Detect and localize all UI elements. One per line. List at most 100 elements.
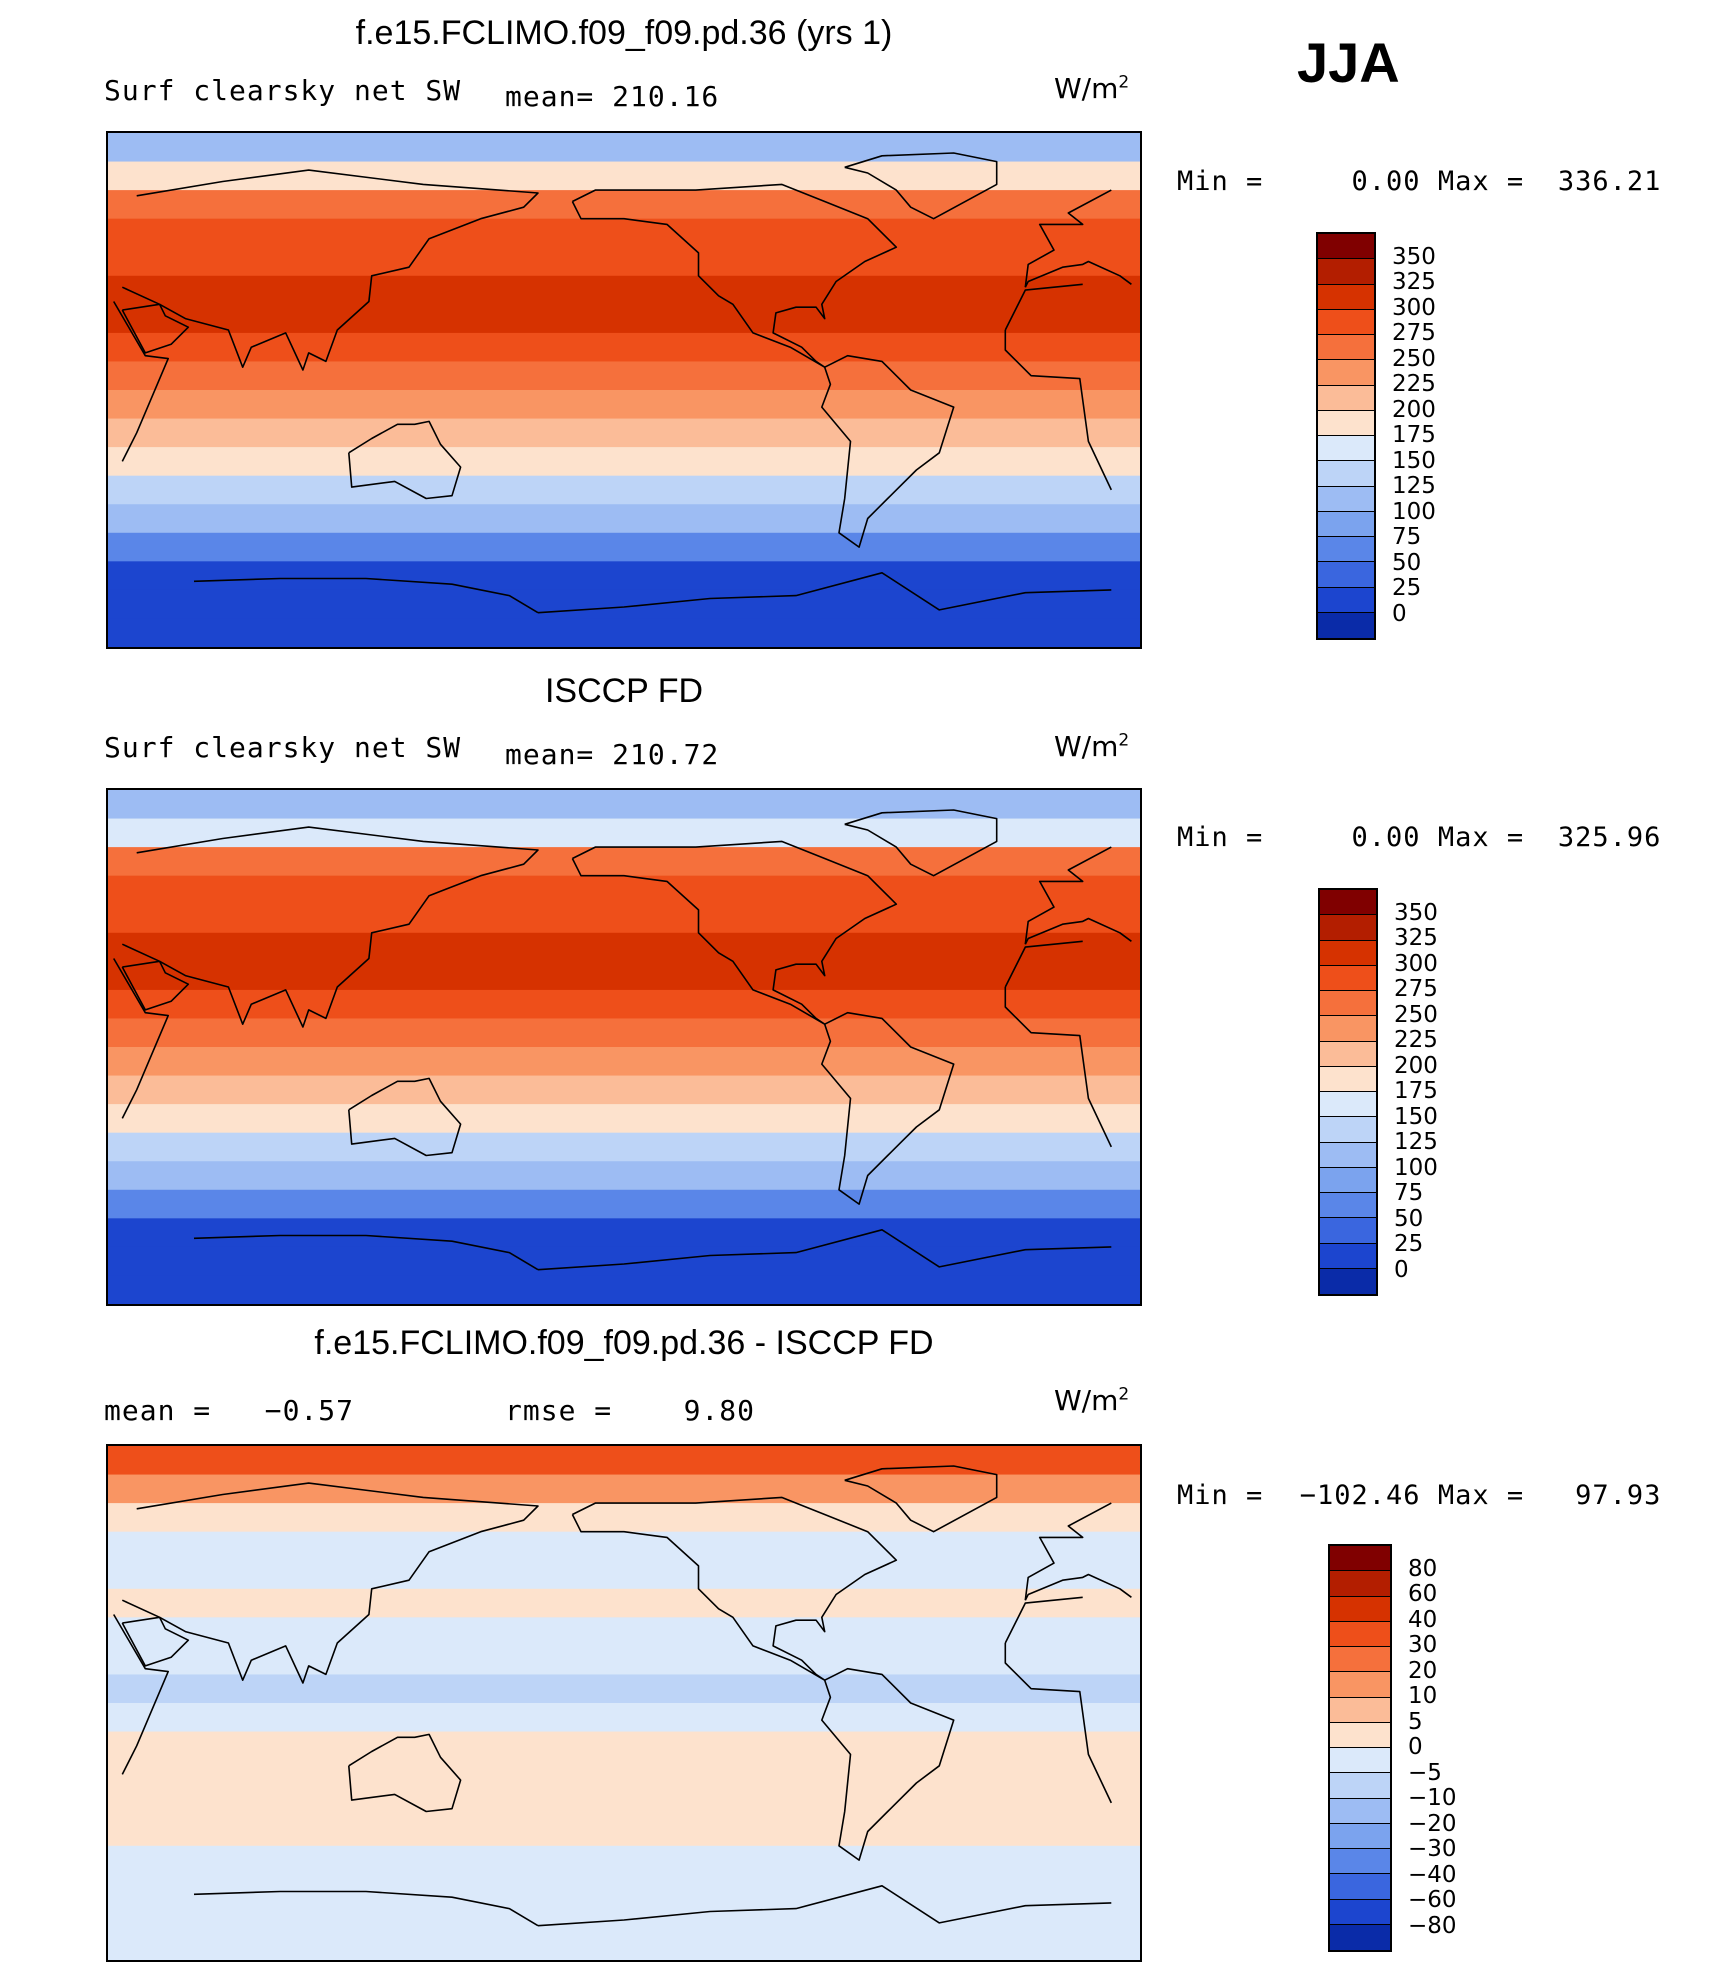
coastline [348, 420, 462, 500]
panel1-minmax: Min = 0.00 Max = 336.21 [1177, 166, 1661, 197]
panel3-units: W/m2 [1054, 1384, 1130, 1417]
colorbar-tick-label: 60 [1408, 1581, 1438, 1607]
lat-band-cell [108, 475, 1140, 505]
colorbar-tick-label: −20 [1408, 1810, 1457, 1837]
colorbar-tick-label: 40 [1408, 1606, 1438, 1633]
coastline [113, 958, 170, 1119]
lat-band-cell [108, 247, 1140, 277]
lat-band-cell [108, 1161, 1140, 1191]
coastline [1004, 330, 1113, 491]
colorbar-swatch [1320, 1218, 1376, 1244]
coastline [1004, 283, 1083, 331]
lat-band-cell [108, 1845, 1140, 1875]
coastline [571, 183, 898, 368]
panel2-max-label: Max = [1437, 822, 1525, 853]
colorbar-tick-label: 75 [1392, 524, 1422, 550]
colorbar-swatch [1318, 461, 1374, 487]
lat-band-cell [108, 1104, 1140, 1134]
colorbar-tick-label: 50 [1394, 1205, 1424, 1232]
colorbar-swatch [1320, 1041, 1376, 1067]
lat-band-cell [108, 1446, 1140, 1476]
colorbar-swatch [1330, 1621, 1390, 1647]
coastline [121, 1616, 190, 1667]
panel2-mean-label: mean= 210.72 [505, 738, 720, 771]
lat-band-cell [108, 447, 1140, 477]
coastline [1024, 846, 1112, 945]
colorbar-swatch [1330, 1596, 1390, 1622]
coastline [121, 1482, 539, 1684]
colorbar-tick-label: 225 [1394, 1027, 1438, 1053]
colorbar-tick-label: −10 [1408, 1785, 1457, 1811]
lat-band-cell [108, 561, 1140, 591]
colorbar-swatch [1318, 410, 1374, 436]
colorbar-swatch [1330, 1748, 1390, 1774]
colorbar-swatch [1330, 1697, 1390, 1723]
colorbar-tick-label: 75 [1394, 1180, 1424, 1206]
colorbar-tick-label: 50 [1392, 549, 1422, 576]
lat-band-cell [108, 818, 1140, 848]
colorbar-tick-label: 300 [1394, 950, 1438, 977]
colorbar-tick-label: 10 [1408, 1683, 1438, 1709]
panel1-mean-label: mean= 210.16 [505, 80, 720, 113]
colorbar-swatch [1330, 1647, 1390, 1673]
lat-band-cell [108, 1218, 1140, 1248]
coastline [1004, 1643, 1113, 1804]
colorbar-tick-label: 175 [1394, 1078, 1438, 1104]
colorbar-swatch [1320, 965, 1376, 991]
lat-band-cell [108, 989, 1140, 1019]
colorbar-swatch [1318, 259, 1374, 285]
lat-band-cell [108, 304, 1140, 334]
coastline [844, 152, 998, 220]
coastline [1004, 940, 1083, 988]
colorbar-tick-label: 275 [1394, 976, 1438, 1002]
lat-band-cell [108, 847, 1140, 877]
panel1-min-label: Min = [1177, 166, 1264, 197]
colorbar-tick-label: 200 [1392, 396, 1436, 423]
lat-band-cell [108, 190, 1140, 220]
colorbar-swatch [1318, 511, 1374, 537]
coastline [1024, 1502, 1112, 1601]
lat-band-cell [108, 1617, 1140, 1647]
panel1-units: W/m2 [1054, 72, 1130, 105]
colorbar-tick-label: 350 [1394, 899, 1438, 926]
panel2-units: W/m2 [1054, 730, 1130, 763]
lat-band-cell [108, 1817, 1140, 1847]
colorbar-tick-label: 0 [1394, 1256, 1409, 1283]
panel2-minmax: Min = 0.00 Max = 325.96 [1177, 822, 1661, 853]
lat-band-cell [108, 1560, 1140, 1590]
colorbar-tick-label: 150 [1394, 1103, 1438, 1130]
colorbar-tick-label: −40 [1408, 1861, 1457, 1888]
colorbar-swatch [1318, 360, 1374, 386]
colorbar-swatch [1318, 234, 1374, 260]
lat-band-cell [108, 1018, 1140, 1048]
colorbar-swatch [1320, 1268, 1376, 1294]
coastline [348, 1733, 462, 1813]
coastline [537, 571, 1112, 614]
panel3-min-value: −102.46 [1299, 1480, 1421, 1511]
coastline [1024, 260, 1132, 288]
colorbar-swatch [1318, 436, 1374, 462]
panel3-max-label: Max = [1437, 1480, 1525, 1511]
lat-band-cell [108, 790, 1140, 820]
colorbar-swatch [1320, 1092, 1376, 1118]
coastline [537, 1884, 1112, 1927]
colorbar-swatch [1320, 890, 1376, 916]
panel1-title: f.e15.FCLIMO.f09_f09.pd.36 (yrs 1) [355, 14, 893, 52]
panel3-map [106, 1444, 1142, 1962]
colorbar-swatch [1318, 284, 1374, 310]
lat-band-cell [108, 961, 1140, 991]
colorbar-swatch [1318, 309, 1374, 335]
colorbar-tick-label: 325 [1392, 269, 1436, 295]
panel3-colorbar [1328, 1544, 1392, 1952]
lat-band-cell [108, 875, 1140, 905]
coastline [121, 826, 539, 1028]
panel2-variable-label: Surf clearsky net SW [104, 731, 462, 764]
coastline [1004, 1596, 1083, 1644]
coastline [1024, 1573, 1132, 1601]
colorbar-swatch [1330, 1798, 1390, 1824]
lat-band-cell [108, 1474, 1140, 1504]
lat-band-cell [108, 1760, 1140, 1790]
colorbar-tick-label: 225 [1392, 371, 1436, 397]
lat-band-cell [108, 618, 1140, 647]
panel3-minmax: Min = −102.46 Max = 97.93 [1177, 1480, 1661, 1511]
